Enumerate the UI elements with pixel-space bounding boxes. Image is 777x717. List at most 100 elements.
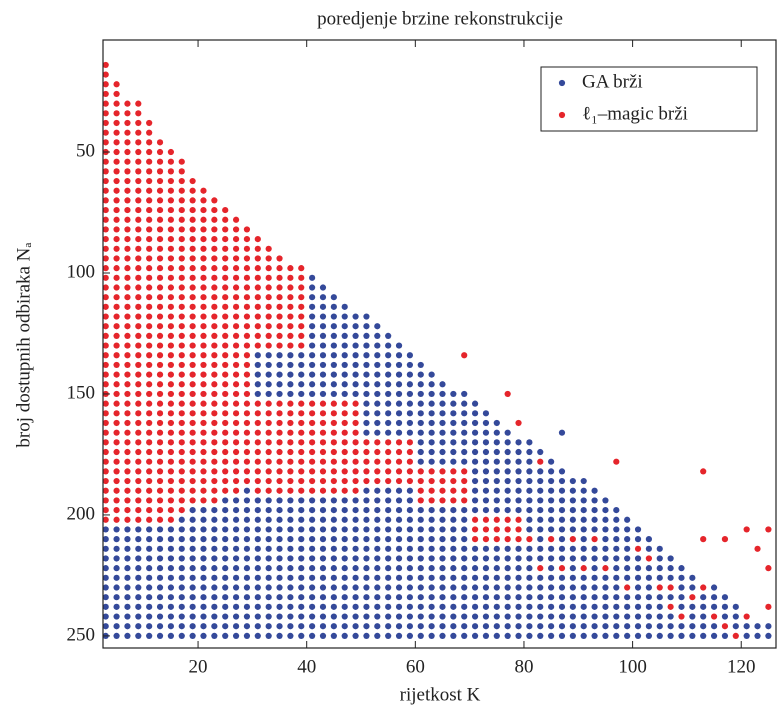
point — [276, 526, 283, 533]
point — [265, 419, 272, 427]
point — [395, 477, 403, 485]
x-tick-label: 20 — [189, 656, 208, 677]
point — [200, 487, 207, 494]
point — [526, 458, 533, 465]
point — [102, 419, 109, 427]
point — [428, 497, 435, 504]
point — [569, 516, 576, 523]
point — [189, 303, 196, 310]
point — [243, 632, 251, 640]
point — [569, 594, 576, 601]
point — [374, 419, 381, 427]
point — [439, 516, 446, 523]
point — [385, 419, 392, 427]
point — [569, 584, 576, 591]
point — [265, 584, 272, 591]
point — [135, 361, 142, 369]
point — [189, 429, 196, 436]
point — [287, 536, 294, 543]
point — [471, 477, 479, 485]
point — [156, 361, 164, 369]
point — [428, 603, 435, 610]
point — [265, 468, 272, 475]
point — [167, 410, 174, 417]
point — [189, 197, 196, 204]
point — [526, 555, 533, 562]
point — [406, 632, 413, 640]
point — [330, 526, 337, 533]
point — [309, 603, 316, 610]
point — [330, 313, 337, 320]
point — [558, 623, 566, 630]
point — [395, 381, 403, 388]
point — [439, 429, 446, 436]
point — [439, 594, 446, 601]
point — [287, 477, 294, 485]
point — [461, 439, 468, 446]
point — [167, 536, 174, 543]
point — [341, 584, 348, 591]
point — [319, 613, 327, 620]
point — [146, 613, 153, 620]
point — [689, 594, 696, 601]
point — [395, 565, 403, 572]
point — [222, 487, 229, 494]
point — [406, 410, 413, 417]
point — [548, 487, 555, 494]
point — [178, 255, 185, 262]
point — [254, 323, 261, 330]
point — [352, 458, 359, 465]
point — [211, 236, 218, 243]
point — [624, 555, 631, 562]
point — [124, 168, 131, 175]
point — [374, 361, 381, 369]
point — [222, 458, 229, 465]
point — [146, 516, 153, 523]
point — [113, 400, 120, 407]
point — [417, 429, 424, 436]
point — [189, 613, 196, 620]
point — [417, 487, 424, 494]
point — [189, 400, 196, 407]
point — [298, 545, 305, 552]
point — [385, 487, 392, 494]
point — [439, 555, 446, 562]
point — [341, 429, 348, 436]
point — [471, 623, 479, 630]
point — [156, 536, 164, 543]
point — [319, 361, 327, 369]
point — [428, 381, 435, 388]
point — [124, 506, 131, 514]
point — [341, 468, 348, 475]
point — [102, 439, 109, 446]
point — [330, 603, 337, 610]
point — [254, 274, 261, 281]
point — [602, 574, 609, 581]
point — [124, 119, 131, 127]
point — [504, 555, 511, 562]
point — [526, 584, 533, 591]
point — [146, 129, 153, 136]
point — [558, 477, 566, 485]
point — [254, 497, 261, 504]
point — [569, 632, 576, 640]
point — [156, 594, 164, 601]
point — [265, 429, 272, 436]
point — [309, 284, 316, 291]
point — [732, 613, 739, 620]
point — [167, 177, 174, 185]
point — [406, 448, 413, 456]
point — [156, 255, 164, 262]
point — [113, 110, 120, 117]
point — [526, 603, 533, 610]
point — [200, 187, 207, 194]
point — [124, 274, 131, 281]
point — [439, 584, 446, 591]
point — [232, 400, 240, 407]
point — [167, 294, 174, 301]
point — [178, 265, 185, 272]
point — [374, 352, 381, 359]
point — [678, 565, 685, 572]
point — [450, 565, 457, 572]
point — [135, 342, 142, 349]
